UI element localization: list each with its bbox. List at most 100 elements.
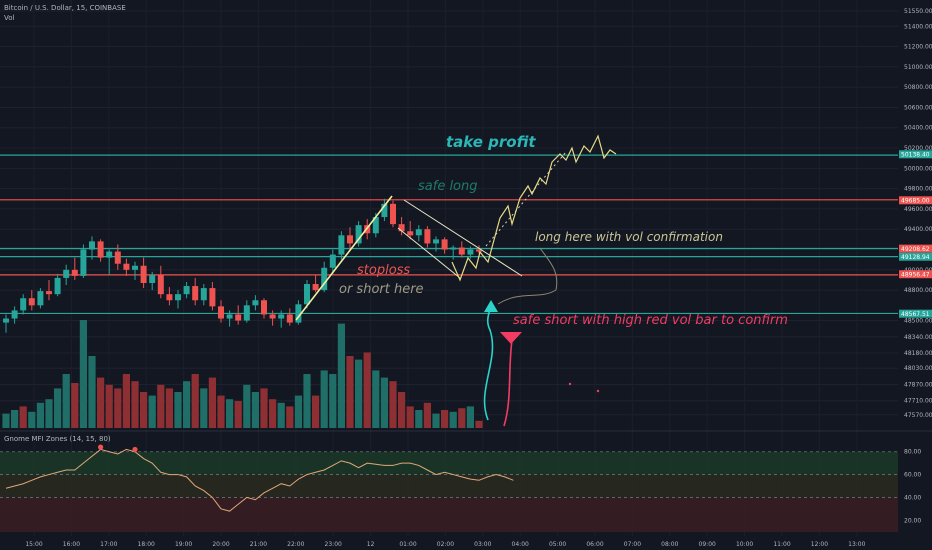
volume-bar <box>346 356 354 428</box>
volume-bar <box>208 377 216 428</box>
candle-body <box>97 241 104 258</box>
time-tick-label: 16:00 <box>63 541 80 548</box>
volume-bar <box>243 384 251 428</box>
time-tick-label: 18:00 <box>138 541 155 548</box>
candle-body <box>407 231 414 236</box>
volume-bar <box>88 356 96 428</box>
candle-body <box>192 286 199 301</box>
price-tag-label: 48567.51 <box>901 311 930 318</box>
mfi-mid-zone <box>0 474 898 498</box>
volume-bar <box>54 388 62 428</box>
time-tick-label: 10:00 <box>736 541 753 548</box>
time-tick-label: 12:00 <box>811 541 828 548</box>
volume-bar <box>36 402 44 428</box>
volume-bar <box>71 383 79 428</box>
time-tick-label: 02:00 <box>437 541 454 548</box>
price-tag-label: 49128.94 <box>901 254 930 261</box>
candle-body <box>235 314 242 321</box>
price-axis: 51550.00 51400.00 51200.00 51000.00 50800.00… <box>899 8 932 524</box>
candle-body <box>424 229 431 244</box>
price-tick-label: 47710.00 <box>904 398 932 405</box>
volume-bar <box>200 388 208 428</box>
candle-body <box>166 294 173 301</box>
time-tick-label: 22:00 <box>287 541 304 548</box>
volume-bar <box>363 352 371 428</box>
time-tick-label: 12 <box>367 541 375 548</box>
time-tick-label: 03:00 <box>474 541 491 548</box>
candle-body <box>243 305 250 321</box>
price-tag-bg <box>899 309 932 318</box>
long-arrow-head <box>484 300 498 312</box>
candle-body <box>398 224 405 232</box>
candle-body <box>261 300 267 315</box>
volume-bar <box>432 413 440 428</box>
candle-body <box>132 265 138 270</box>
dot-marker <box>568 382 572 386</box>
price-tick-label: 47870.00 <box>904 381 932 388</box>
candle-body <box>252 300 259 306</box>
time-tick-label: 09:00 <box>699 541 716 548</box>
volume-bar <box>157 384 165 428</box>
volume-bar <box>449 411 457 428</box>
candle-body <box>390 203 396 225</box>
mfi-tick-label: 40.00 <box>904 494 921 501</box>
volume-bar <box>97 377 105 428</box>
volume-bar <box>475 420 483 428</box>
volume-bar <box>45 399 53 428</box>
volume-bar <box>251 392 259 428</box>
candle-body <box>304 284 310 305</box>
price-tag-label: 49685.00 <box>901 198 930 205</box>
candle-body <box>269 314 276 319</box>
candle-body <box>450 247 457 250</box>
time-tick-label: 21:00 <box>250 541 267 548</box>
safe-long-trendline <box>295 195 393 321</box>
price-tag-bg <box>899 270 932 279</box>
candle-body <box>226 314 233 319</box>
price-tick-label: 49800.00 <box>904 186 932 193</box>
time-tick-label: 13:00 <box>848 541 865 548</box>
candle-body <box>278 314 285 319</box>
candle-body <box>28 298 35 306</box>
price-tick-label: 50800.00 <box>904 84 932 91</box>
volume-bar <box>337 323 345 428</box>
dot-marker <box>596 389 600 393</box>
price-tick-label: 51200.00 <box>904 44 932 51</box>
candle-body <box>433 239 439 244</box>
price-tag-label: 48956.47 <box>901 271 930 278</box>
price-tick-label: 48500.00 <box>904 318 932 325</box>
time-tick-label: 06:00 <box>586 541 603 548</box>
candle-body <box>458 247 465 255</box>
volume-bar <box>217 395 225 428</box>
price-tag-bg <box>899 150 932 159</box>
volume-bar <box>234 401 242 428</box>
price-tick-label: 51000.00 <box>904 64 932 71</box>
take-profit-annotation: take profit <box>446 133 536 151</box>
mfi-highlight-point <box>132 446 138 453</box>
candle-body <box>218 306 224 319</box>
price-tick-label: 48800.00 <box>904 287 932 294</box>
candle-body <box>140 265 147 284</box>
candle-body <box>114 251 121 264</box>
mfi-highlight-point <box>98 444 104 450</box>
time-tick-label: 01:00 <box>399 541 416 548</box>
time-tick-label: 20:00 <box>212 541 229 548</box>
price-levels <box>0 154 898 315</box>
candle-body <box>467 249 474 255</box>
candle-body <box>329 254 336 268</box>
candle-body <box>183 286 190 295</box>
candle-body <box>209 288 216 307</box>
volume-bar <box>148 395 156 428</box>
price-tick-label: 49400.00 <box>904 226 932 233</box>
candle-body <box>123 263 130 270</box>
volume-bar <box>28 411 36 428</box>
volume-bar <box>286 406 294 428</box>
indicator-label: Gnome MFI Zones (14, 15, 80) <box>4 435 111 443</box>
time-tick-label: 17:00 <box>100 541 117 548</box>
volume-bar <box>191 374 199 428</box>
channel-lower <box>397 227 461 279</box>
long-here-annotation: long here with vol confirmation <box>535 230 723 244</box>
confirm-curve <box>497 247 558 305</box>
mfi-line <box>5 444 514 512</box>
volume-bar <box>105 384 113 428</box>
